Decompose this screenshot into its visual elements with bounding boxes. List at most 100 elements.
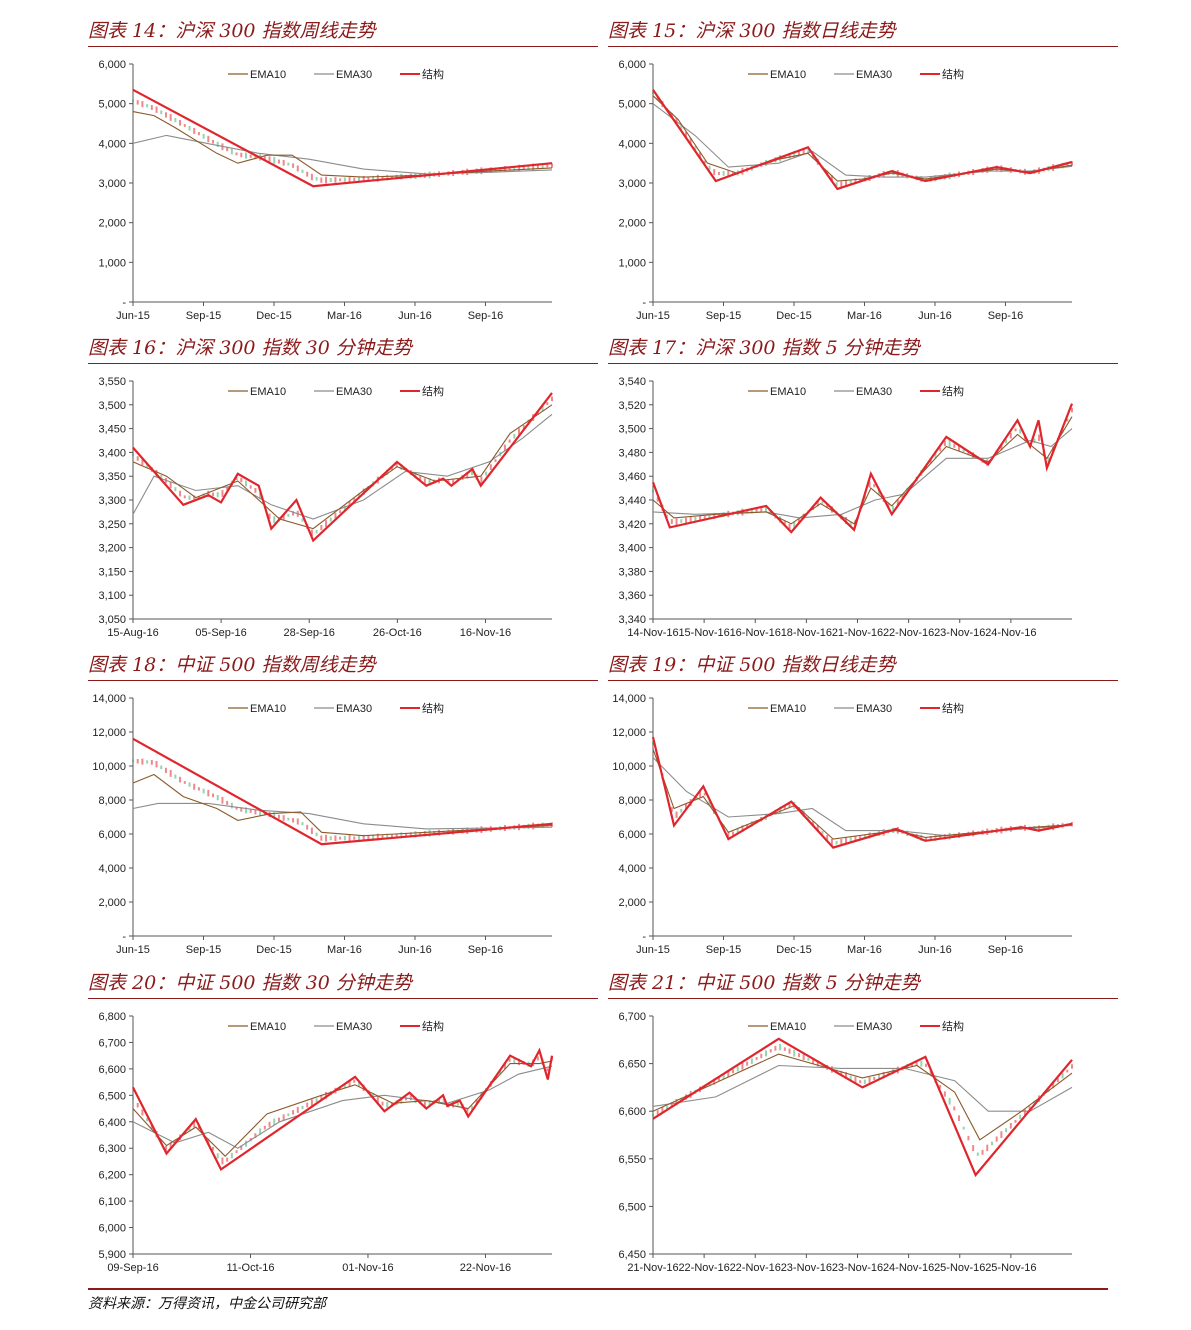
x-tick-label: 25-Nov-16 (934, 1262, 985, 1274)
candle (830, 838, 833, 846)
candle (699, 152, 702, 158)
candle (1000, 443, 1003, 451)
candle (329, 177, 332, 183)
candle (1038, 825, 1041, 832)
x-tick-label: Jun-16 (398, 944, 432, 956)
candle (797, 150, 800, 155)
candle (470, 1105, 473, 1110)
candle (372, 834, 375, 841)
candle (188, 782, 191, 787)
candle (684, 131, 687, 138)
candle (546, 1068, 549, 1072)
x-tick-label: Jun-16 (918, 944, 952, 956)
candle (249, 809, 252, 813)
candle (273, 516, 276, 524)
candle (372, 1093, 375, 1099)
candle (774, 1045, 777, 1051)
candle (301, 822, 304, 826)
candle (221, 490, 224, 497)
candle (732, 171, 735, 176)
candle (343, 1083, 346, 1089)
candle (160, 765, 163, 770)
y-tick-label: 6,550 (618, 1154, 646, 1166)
candle (736, 1066, 739, 1072)
candle (546, 164, 549, 168)
candle (797, 1053, 800, 1058)
candle (287, 1113, 290, 1117)
candle (925, 837, 928, 841)
candle (357, 176, 360, 182)
candle (518, 428, 521, 435)
candle (551, 163, 553, 168)
y-tick-label: 3,450 (98, 424, 126, 436)
candle (788, 1048, 791, 1054)
candle (226, 147, 229, 152)
candle (821, 831, 824, 835)
x-tick-label: Jun-16 (918, 310, 952, 322)
x-tick-label: Dec-15 (256, 944, 291, 956)
series-line-structure (652, 1037, 1073, 1178)
legend-label-structure: 结构 (942, 1019, 964, 1033)
y-tick-label: 2,000 (98, 897, 126, 909)
candle (372, 175, 375, 182)
y-tick-label: 14,000 (92, 693, 126, 705)
candle (132, 1096, 134, 1100)
chart-title: 图表 19：中证 500 指数日线走势 (608, 652, 1118, 681)
candle (390, 834, 393, 838)
candle (325, 176, 328, 184)
candle (536, 1056, 539, 1061)
y-tick-label: 3,300 (98, 495, 126, 507)
candle (141, 101, 144, 108)
candle (689, 516, 692, 523)
candle (254, 809, 257, 815)
candle (132, 759, 134, 763)
candle (732, 831, 735, 836)
candle (713, 169, 716, 176)
candle (315, 529, 318, 534)
candle (494, 459, 497, 463)
candle (840, 1070, 843, 1077)
candle (348, 835, 351, 842)
candle (1071, 1064, 1073, 1069)
candle (788, 802, 791, 808)
candle (301, 518, 304, 522)
candle (877, 1074, 880, 1080)
candle (282, 1114, 285, 1120)
candle (240, 152, 243, 158)
candle (859, 836, 862, 839)
candle (746, 1061, 749, 1066)
candle (226, 800, 229, 805)
candle (727, 832, 730, 839)
y-tick-label: 2,000 (618, 897, 646, 909)
candle (296, 165, 299, 172)
candle (475, 1099, 478, 1105)
candle (896, 499, 899, 507)
candle (277, 159, 280, 164)
footer-rule (88, 1288, 1108, 1290)
candle (680, 808, 683, 813)
candle (268, 1121, 271, 1128)
candle (146, 464, 149, 468)
candle (216, 492, 219, 498)
y-tick-label: 3,380 (618, 566, 646, 578)
x-tick-label: Dec-15 (776, 944, 811, 956)
candle (1000, 1131, 1003, 1139)
candle (849, 837, 852, 842)
x-tick-label: 11-Oct-16 (226, 1262, 274, 1274)
candle (400, 463, 403, 470)
candle (480, 476, 483, 484)
candle (376, 833, 379, 841)
candle (212, 492, 215, 497)
candle (536, 164, 539, 169)
x-tick-label: Mar-16 (847, 310, 882, 322)
candle (197, 495, 200, 500)
candle (845, 179, 848, 187)
y-tick-label: 14,000 (612, 693, 646, 705)
candle (541, 405, 544, 412)
candle (750, 1058, 753, 1064)
candle (400, 1097, 403, 1104)
x-tick-label: Jun-15 (116, 944, 150, 956)
candle (164, 1146, 167, 1152)
candle (929, 458, 932, 464)
candle (750, 508, 753, 514)
